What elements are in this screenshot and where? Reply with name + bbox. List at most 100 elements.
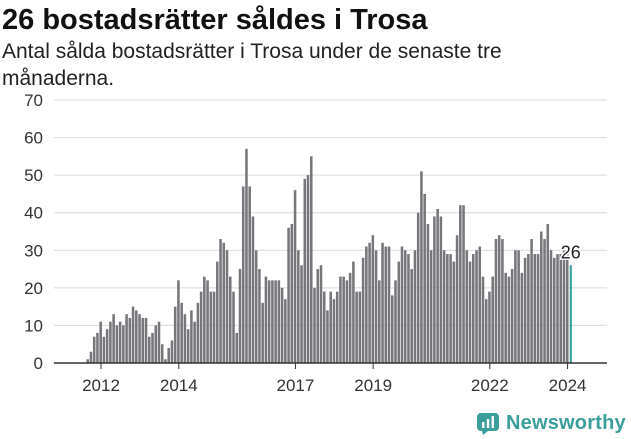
bar [248, 186, 251, 363]
bar [553, 257, 556, 363]
bar [342, 276, 345, 363]
latest-value-label: 26 [561, 242, 581, 262]
bar [199, 291, 203, 363]
bar-series [86, 148, 572, 363]
bar [109, 321, 112, 363]
newsworthy-logo-icon [477, 413, 499, 435]
bar [190, 310, 193, 363]
bar [235, 332, 239, 363]
bar [229, 276, 232, 363]
bar [313, 287, 316, 363]
bar [565, 250, 569, 363]
bar [284, 299, 287, 363]
bar [122, 325, 125, 363]
bar [475, 250, 478, 363]
bar [413, 250, 417, 363]
bar [562, 250, 566, 363]
chart-subtitle: Antal sålda bostadsrätter i Trosa under … [2, 40, 502, 90]
bar [452, 261, 456, 363]
bar [164, 359, 167, 363]
bar [151, 332, 154, 363]
brand-name: Newsworthy [506, 411, 626, 434]
bar [157, 321, 161, 363]
bar [420, 171, 423, 363]
bar [277, 280, 281, 363]
bar [410, 269, 413, 363]
bar [131, 306, 135, 363]
bar [384, 246, 388, 363]
bar [241, 186, 245, 363]
bar [306, 175, 310, 363]
bar [144, 317, 148, 363]
bar [494, 239, 498, 363]
newsworthy-brand[interactable]: Newsworthy [476, 408, 626, 438]
bar [319, 265, 323, 363]
bar [86, 359, 89, 363]
bar [352, 261, 355, 363]
bar [271, 280, 274, 363]
bar [540, 231, 543, 363]
bar [501, 239, 504, 363]
y-tick-label: 70 [24, 91, 43, 110]
bar [416, 212, 420, 363]
x-tick-label: 2022 [471, 376, 509, 395]
x-tick-label: 2014 [160, 376, 198, 395]
bar [371, 235, 375, 363]
bar [530, 239, 533, 363]
bar [339, 276, 342, 363]
bar [472, 254, 475, 363]
bar [297, 250, 300, 363]
bar [154, 325, 158, 363]
bar [403, 250, 407, 363]
bar [206, 280, 209, 363]
bar [468, 261, 472, 363]
y-tick-label: 0 [34, 354, 43, 373]
bar [543, 239, 546, 363]
bar [261, 302, 264, 363]
bar [186, 329, 190, 363]
bar [193, 321, 196, 363]
bar [125, 314, 128, 363]
bar [287, 227, 290, 363]
bar [533, 254, 537, 363]
bar [523, 257, 527, 363]
bar [465, 250, 469, 363]
bar [397, 261, 401, 363]
bar [183, 314, 187, 363]
chart-title: 26 bostadsrätter såldes i Trosa [2, 4, 428, 36]
bar [517, 250, 520, 363]
bar [478, 246, 482, 363]
bar [92, 336, 96, 363]
bar [449, 254, 452, 363]
bar [332, 299, 336, 363]
grid-layer [54, 99, 607, 326]
bar [381, 242, 384, 363]
bar [546, 223, 550, 363]
bar [148, 336, 151, 363]
bar [267, 280, 271, 363]
bar [322, 291, 326, 363]
bar [549, 250, 553, 363]
bar [99, 321, 102, 363]
bar [238, 269, 242, 363]
bar [358, 291, 362, 363]
bar [300, 265, 303, 363]
bar [387, 246, 391, 363]
bar [173, 306, 177, 363]
bar [497, 235, 501, 363]
bar [264, 276, 268, 363]
bar [274, 280, 277, 363]
bar [212, 291, 216, 363]
bar [254, 250, 258, 363]
bar [167, 347, 170, 363]
bar [455, 235, 459, 363]
bar [310, 156, 313, 363]
bar [216, 261, 219, 363]
bar [96, 332, 99, 363]
bar [118, 321, 122, 363]
bar [459, 205, 462, 363]
bar [141, 317, 145, 363]
bar [442, 250, 446, 363]
y-axis: 0 10 20 30 40 50 60 70 [24, 91, 43, 373]
